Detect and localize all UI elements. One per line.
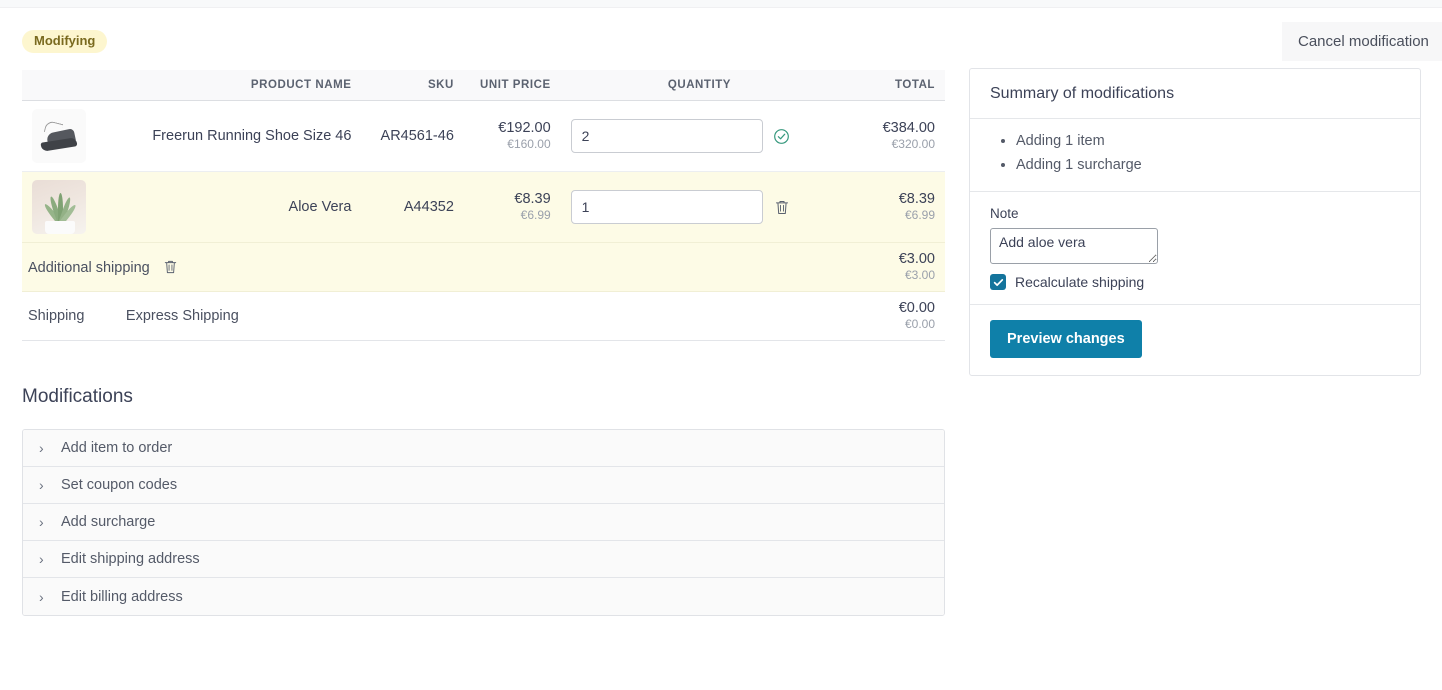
accordion-item-label: Edit shipping address	[61, 551, 200, 567]
total-cell: €0.00 €0.00	[838, 291, 945, 341]
recalculate-shipping-checkbox[interactable]	[990, 274, 1006, 290]
chevron-right-icon: ›	[39, 588, 44, 605]
quantity-cell	[560, 100, 839, 172]
table-header: PRODUCT NAME SKU UNIT PRICE QUANTITY TOT…	[22, 70, 945, 101]
table-row: Additional shipping €3.00 €3.00	[22, 242, 945, 292]
total-new: €0.00	[898, 300, 935, 316]
spacer-cell	[560, 291, 839, 341]
aloe-vera-thumbnail	[32, 180, 86, 234]
accordion-item-set-coupon-codes[interactable]: › Set coupon codes	[23, 467, 944, 504]
unit-price-old: €160.00	[507, 137, 551, 151]
product-image-cell	[22, 171, 116, 243]
shipping-method-cell: Express Shipping	[115, 291, 362, 341]
spacer-cell	[560, 242, 839, 292]
recalculate-shipping-label: Recalculate shipping	[1015, 274, 1145, 290]
status-badge-container: Modifying	[22, 30, 108, 53]
total-new: €384.00	[882, 120, 935, 136]
spacer-cell	[463, 242, 561, 292]
accordion-item-add-surcharge[interactable]: › Add surcharge	[23, 504, 944, 541]
summary-footer: Preview changes	[970, 305, 1420, 375]
chevron-right-icon: ›	[39, 551, 44, 567]
chevron-right-icon: ›	[39, 514, 44, 530]
total-old: €6.99	[904, 208, 935, 222]
total-cell: €3.00 €3.00	[838, 242, 945, 292]
recalculate-shipping-row[interactable]: Recalculate shipping	[990, 274, 1400, 290]
running-shoe-thumbnail	[32, 109, 86, 163]
note-label: Note	[990, 206, 1019, 221]
unit-price-cell: €192.00 €160.00	[463, 100, 561, 172]
total-old: €0.00	[904, 317, 935, 331]
summary-bullet: Adding 1 surcharge	[1016, 153, 1400, 177]
total-cell: €384.00 €320.00	[838, 100, 945, 172]
total-new: €8.39	[898, 191, 935, 207]
unit-price-new: €192.00	[498, 120, 551, 136]
column-header-total: TOTAL	[838, 70, 945, 101]
total-cell: €8.39 €6.99	[838, 171, 945, 243]
summary-title: Summary of modifications	[970, 69, 1420, 119]
product-image-cell	[22, 100, 116, 172]
table-row: Aloe Vera A44352 €8.39 €6.99	[22, 171, 945, 243]
column-header-sku: SKU	[361, 70, 464, 101]
modifications-accordion: › Add item to order › Set coupon codes ›…	[22, 429, 945, 616]
product-sku-cell: AR4561-46	[361, 100, 464, 172]
total-old: €3.00	[904, 268, 935, 282]
spacer-cell	[361, 242, 464, 292]
product-name-cell: Freerun Running Shoe Size 46	[115, 100, 362, 172]
preview-changes-button[interactable]: Preview changes	[990, 320, 1142, 358]
trash-icon[interactable]	[773, 198, 791, 216]
column-header-image	[22, 70, 116, 101]
order-items-table: PRODUCT NAME SKU UNIT PRICE QUANTITY TOT…	[22, 70, 945, 341]
column-header-unit-price: UNIT PRICE	[463, 70, 561, 101]
cancel-modification-button[interactable]: Cancel modification	[1282, 22, 1442, 61]
additional-shipping-cell: Additional shipping	[22, 242, 362, 292]
chevron-right-icon: ›	[39, 440, 44, 456]
quantity-input[interactable]	[570, 190, 763, 224]
note-section: Note Add aloe vera Recalculate shipping	[970, 192, 1420, 305]
accordion-item-edit-billing-address[interactable]: › Edit billing address	[23, 578, 944, 615]
summary-bullets: Adding 1 item Adding 1 surcharge	[970, 119, 1420, 192]
table-row: Freerun Running Shoe Size 46 AR4561-46 €…	[22, 100, 945, 172]
quantity-input[interactable]	[570, 119, 763, 153]
trash-icon[interactable]	[163, 259, 178, 275]
quantity-cell	[560, 171, 839, 243]
accordion-item-edit-shipping-address[interactable]: › Edit shipping address	[23, 541, 944, 578]
top-strip	[0, 0, 1442, 8]
accordion-item-label: Edit billing address	[61, 588, 183, 605]
accordion-item-label: Add item to order	[61, 440, 173, 456]
product-name-cell: Aloe Vera	[115, 171, 362, 243]
unit-price-cell: €8.39 €6.99	[463, 171, 561, 243]
accordion-item-label: Set coupon codes	[61, 477, 178, 493]
column-header-quantity: QUANTITY	[560, 70, 839, 101]
accordion-item-label: Add surcharge	[61, 514, 156, 530]
product-sku-cell: A44352	[361, 171, 464, 243]
status-badge: Modifying	[22, 30, 108, 53]
shipping-label-cell: Shipping	[22, 291, 116, 341]
check-circle-icon[interactable]	[773, 127, 791, 145]
note-textarea[interactable]: Add aloe vera	[990, 228, 1158, 264]
unit-price-old: €6.99	[520, 208, 551, 222]
table-header-row: PRODUCT NAME SKU UNIT PRICE QUANTITY TOT…	[22, 70, 945, 101]
summary-panel: Summary of modifications Adding 1 item A…	[969, 68, 1421, 376]
table-row: Shipping Express Shipping €0.00 €0.00	[22, 291, 945, 341]
unit-price-new: €8.39	[514, 191, 551, 207]
total-new: €3.00	[898, 251, 935, 267]
additional-shipping-label: Additional shipping	[28, 259, 150, 276]
column-header-product-name: PRODUCT NAME	[115, 70, 362, 101]
summary-bullet: Adding 1 item	[1016, 129, 1400, 153]
spacer-cell	[361, 291, 464, 341]
chevron-right-icon: ›	[39, 477, 44, 493]
table-body: Freerun Running Shoe Size 46 AR4561-46 €…	[22, 100, 945, 341]
accordion-item-add-item-to-order[interactable]: › Add item to order	[23, 430, 944, 467]
total-old: €320.00	[891, 137, 935, 151]
page-title: Modifications	[22, 386, 133, 407]
spacer-cell	[463, 291, 561, 341]
